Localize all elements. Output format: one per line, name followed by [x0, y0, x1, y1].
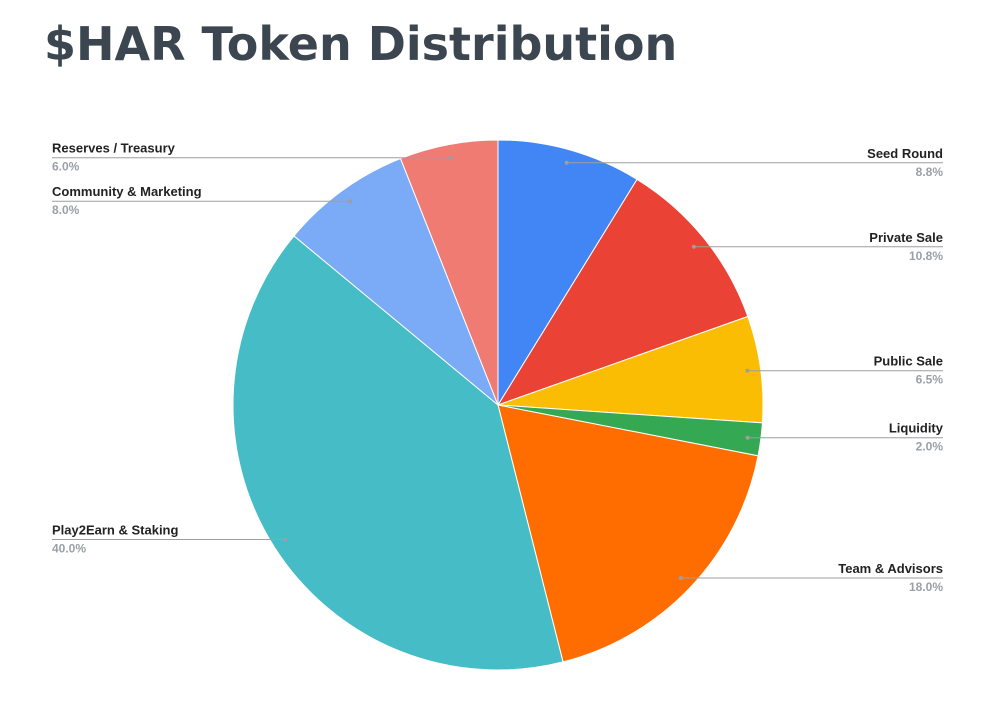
- slice-value-label: 6.0%: [52, 160, 80, 174]
- leader-dot: [678, 576, 683, 581]
- leader-dot: [745, 435, 750, 440]
- leader-dot: [564, 160, 569, 165]
- leader-dot: [283, 537, 288, 542]
- pie-slice: [399, 139, 499, 406]
- slice-label: Team & Advisors: [838, 561, 943, 576]
- slice-value-label: 6.5%: [916, 373, 944, 387]
- leader-dot: [348, 199, 353, 204]
- leader-dot: [448, 155, 453, 160]
- slice-value-label: 8.8%: [916, 165, 944, 179]
- pie-slice: [497, 139, 638, 407]
- slice-value-label: 2.0%: [916, 440, 944, 454]
- pie-slice: [496, 178, 749, 406]
- slice-label: Community & Marketing: [52, 184, 202, 199]
- labels: Seed Round 8.8% Private Sale 10.8% Public Sa…: [52, 141, 944, 594]
- slice-label: Liquidity: [889, 421, 944, 436]
- slice-value-label: 10.8%: [909, 249, 943, 263]
- leader-dot: [691, 244, 696, 249]
- slice-label: Reserves / Treasury: [52, 141, 176, 156]
- pie-slice: [232, 235, 564, 671]
- slice-label: Play2Earn & Staking: [52, 522, 178, 537]
- slice-label: Private Sale: [869, 230, 943, 245]
- chart-title: $HAR Token Distribution: [44, 17, 677, 71]
- slice-value-label: 8.0%: [52, 203, 80, 217]
- slice-label: Seed Round: [867, 146, 943, 161]
- slice-value-label: 40.0%: [52, 541, 86, 555]
- pie-slice: [497, 404, 759, 663]
- pie: [232, 139, 764, 671]
- leader-dot: [745, 368, 750, 373]
- slice-value-label: 18.0%: [909, 580, 943, 594]
- slice-label: Public Sale: [874, 354, 943, 369]
- pie-slice: [293, 157, 499, 406]
